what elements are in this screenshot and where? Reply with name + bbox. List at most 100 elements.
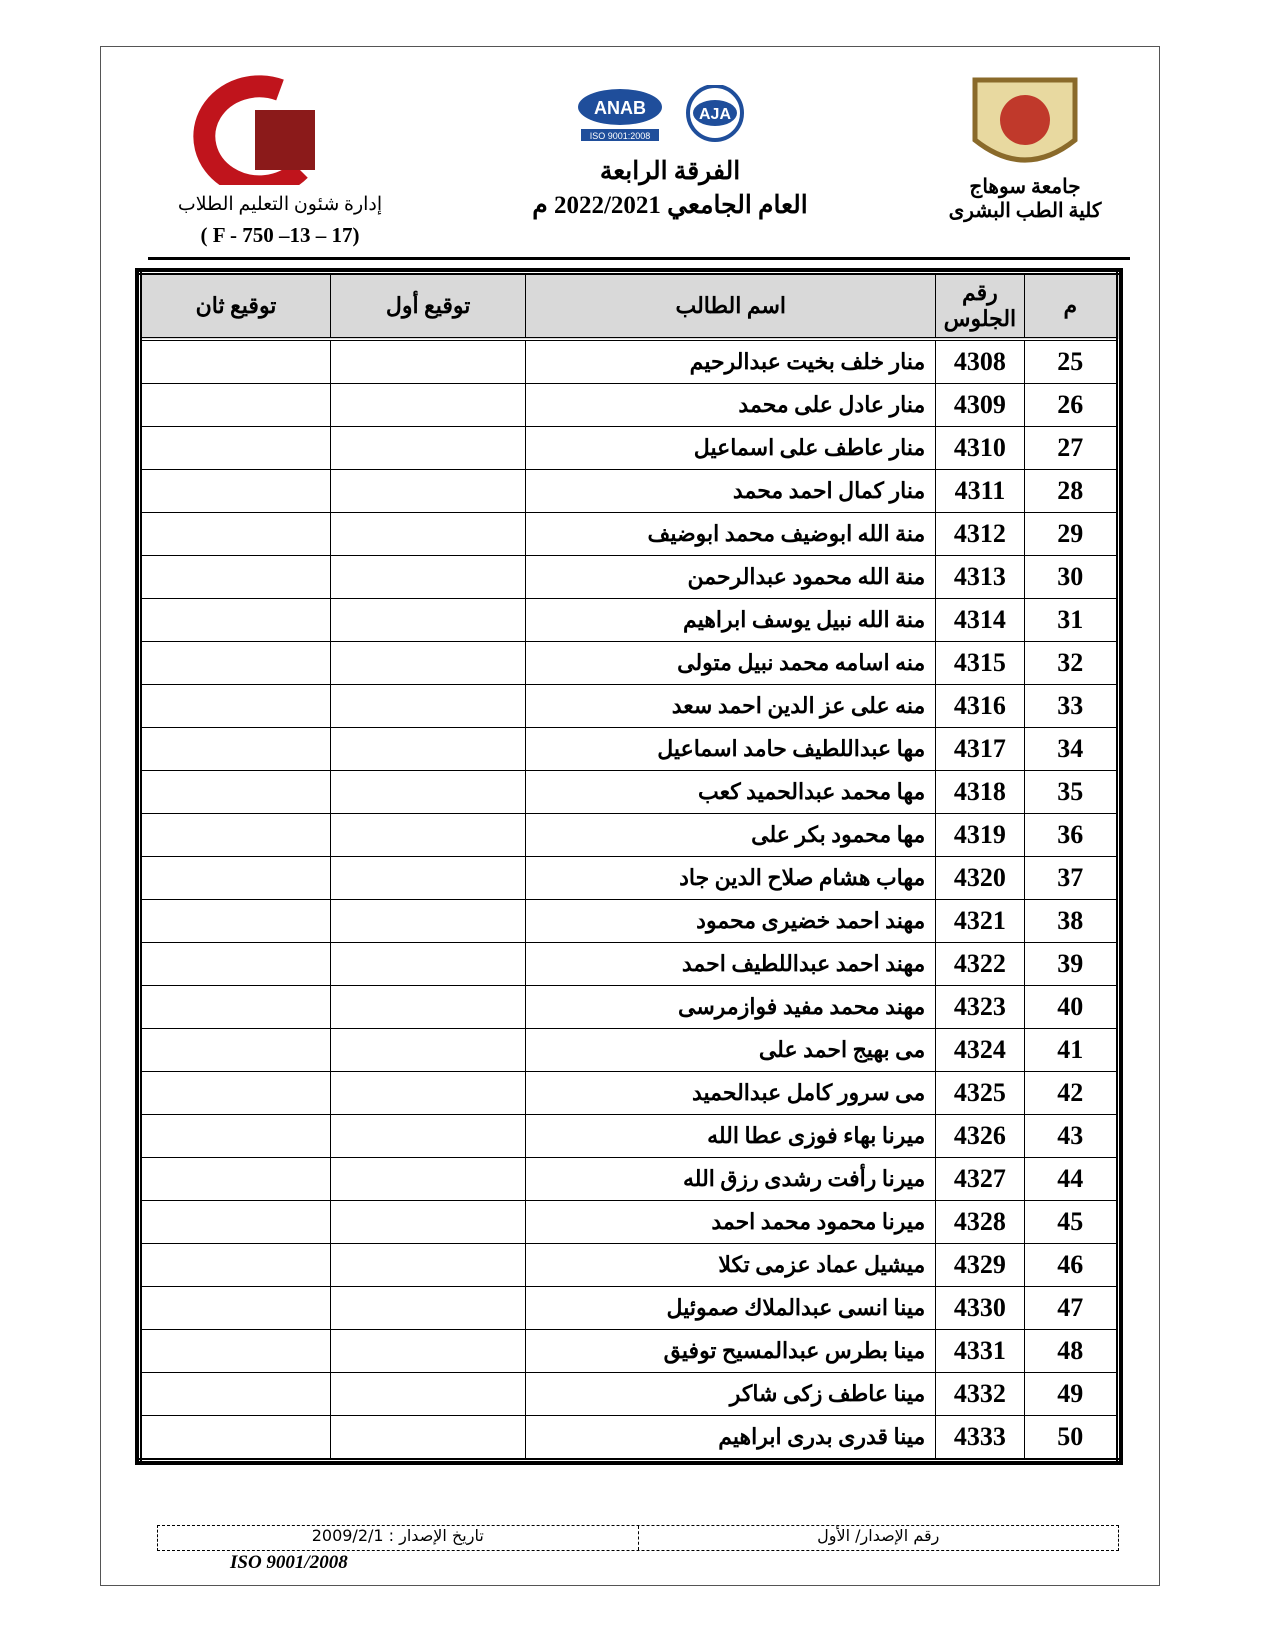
footer-box: رقم الإصدار/ الأول تاريخ الإصدار : 2009/… xyxy=(157,1525,1119,1551)
iso-logos: ANAB ISO 9001:2008 AJA xyxy=(578,85,744,142)
signature-2 xyxy=(138,1157,332,1201)
table-row: 42 4325 مى سرور كامل عبدالحميد xyxy=(138,1071,1120,1115)
student-name: ميرنا محمود محمد احمد xyxy=(525,1200,937,1244)
row-number: 31 xyxy=(1023,598,1120,642)
signature-2 xyxy=(138,383,332,427)
table-row: 44 4327 ميرنا رأفت رشدى رزق الله xyxy=(138,1157,1120,1201)
table-row: 41 4324 مى بهيج احمد على xyxy=(138,1028,1120,1072)
table-row: 28 4311 منار كمال احمد محمد xyxy=(138,469,1120,513)
university-name: جامعة سوهاج xyxy=(969,176,1081,198)
table-body: 25 4308 منار خلف بخيت عبدالرحيم 26 4309 منار … xyxy=(138,338,1120,1461)
student-name: منة الله ابوضيف محمد ابوضيف xyxy=(525,512,937,556)
table-row: 36 4319 مها محمود بكر على xyxy=(138,813,1120,857)
signature-2 xyxy=(138,426,332,470)
signature-1 xyxy=(330,727,527,771)
table-row: 29 4312 منة الله ابوضيف محمد ابوضيف xyxy=(138,512,1120,556)
signature-1 xyxy=(330,942,527,986)
table-row: 39 4322 مهند احمد عبداللطيف احمد xyxy=(138,942,1120,986)
seat-number: 4324 xyxy=(935,1028,1025,1072)
student-name: مها محمد عبدالحميد كعب xyxy=(525,770,937,814)
signature-2 xyxy=(138,1415,332,1461)
seat-number: 4308 xyxy=(935,338,1025,384)
signature-2 xyxy=(138,338,332,384)
table-row: 26 4309 منار عادل على محمد xyxy=(138,383,1120,427)
student-name: مينا قدرى بدرى ابراهيم xyxy=(525,1415,937,1461)
signature-2 xyxy=(138,1329,332,1373)
signature-2 xyxy=(138,469,332,513)
iso-footer: ISO 9001/2008 xyxy=(230,1552,348,1573)
signature-2 xyxy=(138,899,332,943)
row-number: 38 xyxy=(1023,899,1120,943)
page-frame xyxy=(100,46,1160,1586)
signature-2 xyxy=(138,770,332,814)
table-row: 38 4321 مهند احمد خضيرى محمود xyxy=(138,899,1120,943)
signature-2 xyxy=(138,942,332,986)
signature-1 xyxy=(330,813,527,857)
student-name: منار كمال احمد محمد xyxy=(525,469,937,513)
row-number: 29 xyxy=(1023,512,1120,556)
row-number: 35 xyxy=(1023,770,1120,814)
seat-number: 4332 xyxy=(935,1372,1025,1416)
signature-2 xyxy=(138,1071,332,1115)
signature-2 xyxy=(138,727,332,771)
row-number: 44 xyxy=(1023,1157,1120,1201)
signature-1 xyxy=(330,899,527,943)
signature-1 xyxy=(330,856,527,900)
row-number: 30 xyxy=(1023,555,1120,599)
seat-number: 4310 xyxy=(935,426,1025,470)
table-row: 32 4315 منه اسامه محمد نبيل متولى xyxy=(138,641,1120,685)
row-number: 46 xyxy=(1023,1243,1120,1287)
signature-2 xyxy=(138,1028,332,1072)
column-header: اسم الطالب xyxy=(525,272,937,341)
signature-1 xyxy=(330,1243,527,1287)
seat-number: 4313 xyxy=(935,555,1025,599)
signature-1 xyxy=(330,1114,527,1158)
seat-number: 4330 xyxy=(935,1286,1025,1330)
signature-1 xyxy=(330,1028,527,1072)
row-number: 25 xyxy=(1023,338,1120,384)
signature-1 xyxy=(330,555,527,599)
faculty-logo xyxy=(193,75,315,185)
seat-number: 4317 xyxy=(935,727,1025,771)
student-name: مها محمود بكر على xyxy=(525,813,937,857)
student-name: منه على عز الدين احمد سعد xyxy=(525,684,937,728)
signature-2 xyxy=(138,1200,332,1244)
issue-date: تاريخ الإصدار : 2009/2/1 xyxy=(311,1526,484,1545)
signature-2 xyxy=(138,641,332,685)
seat-number: 4331 xyxy=(935,1329,1025,1373)
table-row: 25 4308 منار خلف بخيت عبدالرحيم xyxy=(138,338,1120,384)
signature-1 xyxy=(330,383,527,427)
student-name: منار عادل على محمد xyxy=(525,383,937,427)
table-row: 37 4320 مهاب هشام صلاح الدين جاد xyxy=(138,856,1120,900)
column-header: م xyxy=(1023,272,1120,341)
student-name: منة الله نبيل يوسف ابراهيم xyxy=(525,598,937,642)
table-row: 49 4332 مينا عاطف زكى شاكر xyxy=(138,1372,1120,1416)
column-header: رقم الجلوس xyxy=(935,272,1025,341)
signature-1 xyxy=(330,985,527,1029)
table-row: 48 4331 مينا بطرس عبدالمسيح توفيق xyxy=(138,1329,1120,1373)
student-name: مى بهيج احمد على xyxy=(525,1028,937,1072)
row-number: 50 xyxy=(1023,1415,1120,1461)
table-row: 31 4314 منة الله نبيل يوسف ابراهيم xyxy=(138,598,1120,642)
table-row: 30 4313 منة الله محمود عبدالرحمن xyxy=(138,555,1120,599)
row-number: 36 xyxy=(1023,813,1120,857)
row-number: 27 xyxy=(1023,426,1120,470)
anab-iso-text: ISO 9001:2008 xyxy=(590,131,651,141)
seat-number: 4316 xyxy=(935,684,1025,728)
seat-number: 4311 xyxy=(935,469,1025,513)
signature-2 xyxy=(138,985,332,1029)
seat-number: 4318 xyxy=(935,770,1025,814)
signature-1 xyxy=(330,770,527,814)
signature-1 xyxy=(330,1415,527,1461)
academic-year: العام الجامعي 2022/2021 م xyxy=(532,192,808,219)
row-number: 49 xyxy=(1023,1372,1120,1416)
student-name: ميرنا رأفت رشدى رزق الله xyxy=(525,1157,937,1201)
table-row: 43 4326 ميرنا بهاء فوزى عطا الله xyxy=(138,1114,1120,1158)
table-row: 34 4317 مها عبداللطيف حامد اسماعيل xyxy=(138,727,1120,771)
signature-1 xyxy=(330,1372,527,1416)
seat-number: 4321 xyxy=(935,899,1025,943)
student-name: مى سرور كامل عبدالحميد xyxy=(525,1071,937,1115)
seat-number: 4315 xyxy=(935,641,1025,685)
row-number: 47 xyxy=(1023,1286,1120,1330)
